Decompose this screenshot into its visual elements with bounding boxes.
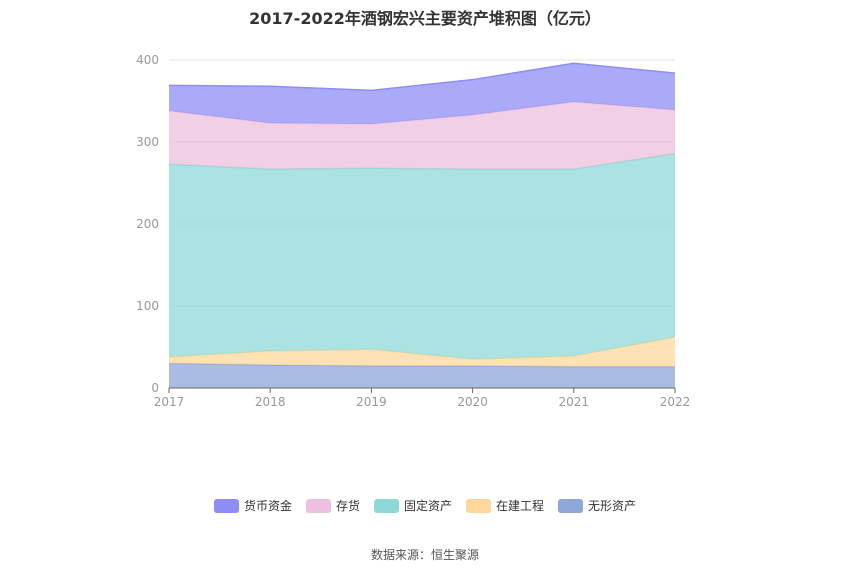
chart-legend: 货币资金 存货 固定资产 在建工程 无形资产 bbox=[0, 497, 850, 514]
y-tick-label: 400 bbox=[136, 53, 159, 67]
x-tick-label: 2020 bbox=[457, 395, 488, 409]
x-tick-label: 2017 bbox=[154, 395, 185, 409]
legend-swatch bbox=[213, 498, 239, 513]
legend-item[interactable]: 在建工程 bbox=[466, 497, 544, 514]
area-series bbox=[169, 63, 675, 124]
y-tick-label: 0 bbox=[151, 381, 159, 395]
legend-label: 固定资产 bbox=[403, 499, 452, 513]
legend-swatch bbox=[305, 498, 331, 513]
legend-label: 在建工程 bbox=[496, 499, 545, 513]
legend-label: 无形资产 bbox=[588, 499, 637, 513]
legend-label: 存货 bbox=[335, 499, 360, 513]
legend-item[interactable]: 货币资金 bbox=[213, 497, 292, 514]
x-tick-label: 2019 bbox=[356, 395, 387, 409]
area-series bbox=[169, 363, 675, 388]
y-tick-label: 300 bbox=[136, 135, 159, 149]
x-tick-label: 2021 bbox=[559, 395, 590, 409]
legend-swatch bbox=[466, 498, 491, 513]
legend-item[interactable]: 无形资产 bbox=[558, 497, 636, 514]
area-series bbox=[169, 153, 675, 360]
legend-swatch bbox=[558, 498, 584, 513]
x-tick-label: 2022 bbox=[660, 395, 691, 409]
area-series bbox=[169, 337, 675, 367]
legend-label: 货币资金 bbox=[243, 499, 292, 513]
area-series bbox=[169, 101, 675, 170]
y-tick-label: 100 bbox=[136, 299, 159, 313]
legend-swatch bbox=[373, 498, 399, 513]
chart-title: 2017-2022年酒钢宏兴主要资产堆积图（亿元） bbox=[249, 9, 601, 28]
legend-item[interactable]: 固定资产 bbox=[373, 497, 452, 514]
legend-item[interactable]: 存货 bbox=[305, 497, 360, 514]
y-tick-label: 200 bbox=[136, 217, 159, 231]
x-tick-label: 2018 bbox=[255, 395, 286, 409]
data-source: 数据来源：恒生聚源 bbox=[370, 548, 479, 562]
series-line bbox=[168, 62, 676, 92]
